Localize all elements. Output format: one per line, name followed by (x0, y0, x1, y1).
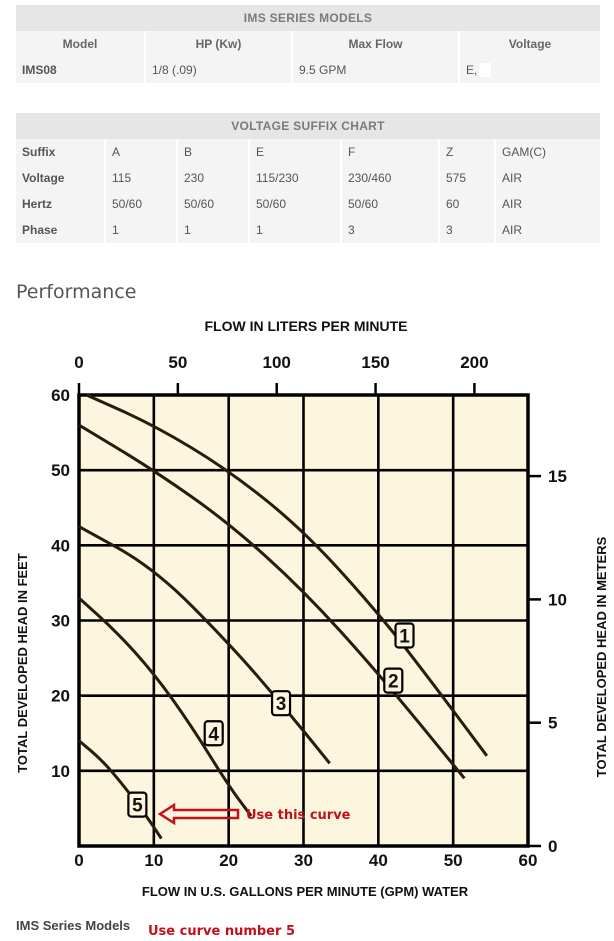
suffix-table-row: Suffix A B E F Z GAM(C) (16, 139, 600, 165)
performance-heading: Performance (16, 281, 137, 303)
y2-axis-label: TOTAL DEVELOPED HEAD IN METERS (594, 536, 609, 777)
x-tick-label: 30 (294, 851, 313, 870)
y-axis-label: TOTAL DEVELOPED HEAD IN FEET (15, 553, 30, 773)
voltage-suffix-table: VOLTAGE SUFFIX CHART Suffix A B E F Z GAM(C) Vo… (14, 113, 602, 243)
y2-tick-label: 15 (548, 467, 567, 486)
suffix-table-row: Hertz 50/60 50/60 50/60 50/60 60 AIR (16, 191, 600, 217)
models-header: HP (Kw) (146, 31, 291, 57)
suffix-cell: 3 (440, 217, 494, 243)
suffix-cell: 230/460 (342, 165, 438, 191)
x2-tick-label: 50 (168, 353, 187, 372)
annotation: Use this curve (157, 802, 351, 826)
max-flow-cell: 9.5 GPM (293, 57, 458, 83)
suffix-cell: GAM(C) (496, 139, 600, 165)
x2-tick-label: 200 (460, 353, 488, 372)
y-tick-label: 20 (51, 687, 70, 706)
suffix-row-label: Hertz (16, 191, 104, 217)
models-header: Max Flow (293, 31, 458, 57)
suffix-table-row: Phase 1 1 1 3 3 AIR (16, 217, 600, 243)
series-label: 4 (208, 724, 219, 745)
suffix-cell: 1 (178, 217, 248, 243)
suffix-cell: 50/60 (342, 191, 438, 217)
suffix-cell: Z (440, 139, 494, 165)
y-tick-label: 60 (51, 386, 70, 405)
series-label: 3 (276, 694, 287, 715)
model-cell: IMS08 (16, 57, 144, 83)
caption-note: Use curve number 5 (148, 924, 295, 939)
series-label-box (127, 791, 148, 818)
series-label: 2 (388, 672, 399, 693)
suffix-cell: F (342, 139, 438, 165)
suffix-cell: AIR (496, 191, 600, 217)
suffix-cell: 60 (440, 191, 494, 217)
x2-tick-label: 0 (74, 353, 83, 372)
plot-frame (77, 393, 530, 848)
suffix-table-body: Suffix A B E F Z GAM(C) Voltage 115 230 115/230 230… (16, 139, 600, 243)
series-label: 1 (399, 627, 410, 648)
hp-cell: 1/8 (.09) (146, 57, 291, 83)
series-label: 5 (132, 796, 143, 817)
suffix-cell: 50/60 (106, 191, 176, 217)
voltage-value: E, (466, 62, 478, 77)
series-label-box (203, 720, 224, 747)
grid-lines (77, 393, 530, 848)
models-header: Model (16, 31, 144, 57)
suffix-cell: 1 (106, 217, 176, 243)
suffix-cell: AIR (496, 217, 600, 243)
y2-tick-label: 10 (548, 590, 567, 609)
x-axis-label: FLOW IN U.S. GALLONS PER MINUTE (GPM) WA… (142, 884, 469, 899)
suffix-cell: A (106, 139, 176, 165)
suffix-row-label: Voltage (16, 165, 104, 191)
x2-tick-label: 100 (263, 353, 291, 372)
caption: IMS Series Models (16, 918, 131, 933)
models-table: IMS SERIES MODELS Model HP (Kw) Max Flow… (14, 5, 602, 83)
suffix-cell: 50/60 (250, 191, 340, 217)
y-tick-label: 30 (51, 612, 70, 631)
suffix-cell: 3 (342, 217, 438, 243)
suffix-cell: 1 (250, 217, 340, 243)
y2-tick-label: 5 (548, 714, 557, 733)
x-tick-label: 0 (74, 851, 83, 870)
x-tick-label: 20 (219, 851, 238, 870)
series-line-4 (77, 596, 253, 817)
arrow-left-icon (157, 802, 240, 826)
suffix-cell: 230 (178, 165, 248, 191)
chart-title: FLOW IN LITERS PER MINUTE (205, 318, 408, 334)
series-line-2 (78, 423, 466, 780)
suffix-row-label: Phase (16, 217, 104, 243)
y-tick-label: 50 (51, 461, 70, 480)
redaction-box (479, 63, 492, 78)
suffix-cell: 50/60 (178, 191, 248, 217)
models-table-title: IMS SERIES MODELS (16, 5, 600, 31)
suffix-cell: 115 (106, 165, 176, 191)
x2-tick-label: 150 (361, 353, 389, 372)
series-layer: 1 2 3 4 5 (77, 393, 489, 840)
suffix-table-title: VOLTAGE SUFFIX CHART (16, 113, 600, 139)
voltage-cell: E, (460, 57, 600, 83)
suffix-cell: 115/230 (250, 165, 340, 191)
models-header: Voltage (460, 31, 600, 57)
y-tick-label: 40 (51, 536, 70, 555)
x-tick-label: 60 (519, 851, 538, 870)
x-tick-label: 40 (369, 851, 388, 870)
suffix-cell: B (178, 139, 248, 165)
y2-tick-label: 0 (548, 837, 557, 856)
series-label-box (394, 622, 415, 649)
suffix-cell: E (250, 139, 340, 165)
suffix-cell: AIR (496, 165, 600, 191)
series-label-box (270, 690, 292, 717)
suffix-row-label: Suffix (16, 139, 104, 165)
suffix-table-row: Voltage 115 230 115/230 230/460 575 AIR (16, 165, 600, 191)
x-tick-label: 10 (144, 851, 163, 870)
annotation-text: Use this curve (246, 808, 351, 823)
suffix-cell: 575 (440, 165, 494, 191)
series-label-box (383, 667, 404, 694)
x-tick-label: 50 (444, 851, 463, 870)
y-tick-label: 10 (51, 762, 70, 781)
